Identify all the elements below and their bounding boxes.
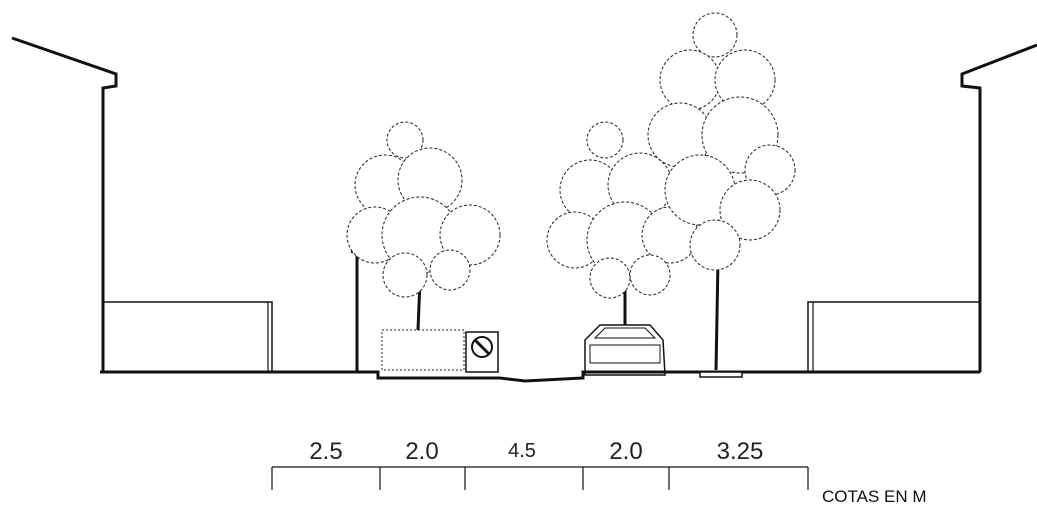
sign — [466, 332, 498, 372]
car — [585, 325, 665, 375]
tree-left — [347, 122, 500, 330]
dimension-line — [272, 467, 808, 490]
units-note: COTAS EN M — [822, 487, 927, 505]
ground-line — [100, 372, 980, 381]
dimension-label: 3.25 — [717, 438, 764, 465]
left-building — [12, 38, 272, 372]
street-section: 2.5 2.0 4.5 2.0 3.25 COTAS EN M — [0, 0, 1037, 505]
right-building — [808, 45, 1037, 372]
tree-pit — [700, 372, 742, 377]
hedge — [382, 330, 464, 370]
dimension-label: 4.5 — [508, 440, 536, 462]
tree-tall — [648, 13, 795, 370]
dimension-label: 2.5 — [309, 438, 342, 465]
dimension-label: 2.0 — [405, 438, 438, 465]
dimension-label: 2.0 — [609, 438, 642, 465]
